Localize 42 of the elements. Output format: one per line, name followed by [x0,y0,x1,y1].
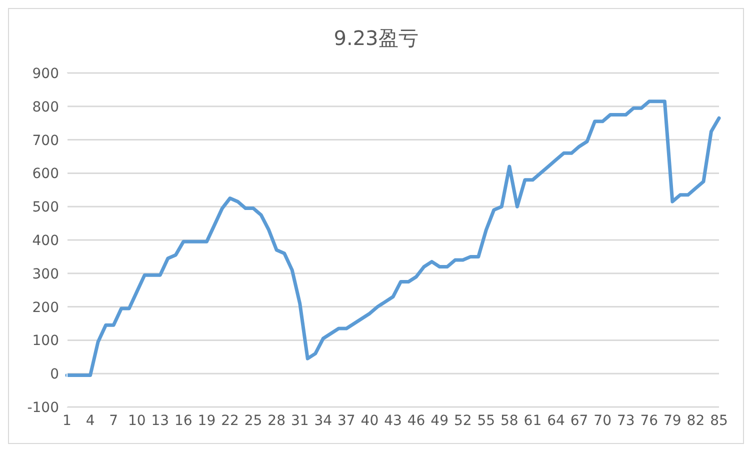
x-tick-label: 70 [594,412,612,429]
y-tick-label: 700 [32,132,59,149]
x-tick-label: 67 [570,412,588,429]
x-tick-label: 13 [151,412,170,429]
x-tick-label: 46 [407,412,426,429]
x-tick-label: 79 [664,412,682,429]
y-tick-label: 100 [32,333,59,350]
x-tick-label: 82 [686,412,705,429]
x-tick-label: 16 [174,412,192,429]
x-tick-label: 1 [62,412,72,429]
x-tick-label: 7 [109,412,118,429]
x-tick-label: 55 [477,412,496,429]
x-tick-label: 40 [360,412,379,429]
x-tick-label: 73 [616,412,635,429]
y-tick-label: 400 [32,232,59,249]
x-tick-label: 52 [454,412,472,429]
chart-title: 9.23盈亏 [332,25,420,52]
y-tick-label: 600 [32,166,59,182]
y-tick-label: 800 [32,99,59,116]
x-tick-label: 58 [500,412,518,429]
y-tick-label: -100 [27,400,59,416]
x-tick-label: 19 [198,412,216,429]
x-tick-label: 37 [338,412,356,429]
x-tick-label: 25 [244,412,262,429]
x-tick-label: 34 [314,412,332,429]
x-tick-label: 28 [268,412,286,429]
y-tick-label: 900 [32,66,59,82]
y-tick-label: 300 [32,266,59,282]
x-tick-label: 4 [86,412,95,429]
y-tick-label: 200 [32,300,59,316]
y-tick-label: 0 [50,366,59,383]
x-tick-label: 64 [547,412,565,429]
x-tick-label: 22 [221,412,239,429]
x-tick-label: 49 [430,412,448,429]
x-tick-label: 61 [524,412,542,429]
line-series [65,100,721,378]
y-tick-label: 500 [32,200,59,216]
x-tick-label: 76 [640,412,658,429]
x-tick-label: 43 [384,412,402,429]
x-tick-label: 85 [710,412,728,429]
x-tick-label: 10 [128,412,146,429]
x-tick-label: 31 [290,412,309,429]
